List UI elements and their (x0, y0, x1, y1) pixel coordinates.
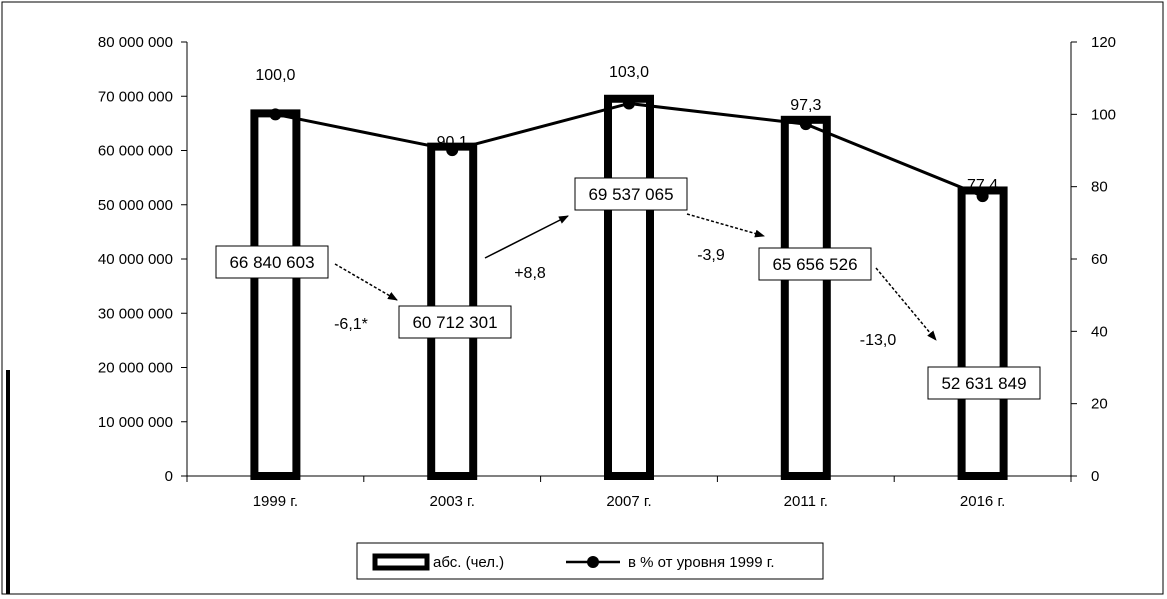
legend-line-label: в % от уровня 1999 г. (628, 554, 775, 571)
abs-value-label: 65 656 526 (772, 255, 857, 274)
right-axis-tick-label: 100 (1091, 106, 1116, 123)
percent-point (800, 118, 812, 130)
left-axis-tick-label: 60 000 000 (98, 143, 173, 160)
percent-point (623, 97, 635, 109)
right-axis-tick-label: 40 (1091, 323, 1108, 340)
abs-value-label: 60 712 301 (412, 313, 497, 332)
x-axis-tick-label: 2007 г. (606, 493, 651, 510)
legend-bar-swatch (375, 556, 427, 568)
percent-value-label: 77,4 (967, 177, 998, 194)
percent-point (269, 108, 281, 120)
legend-marker-swatch (587, 556, 599, 568)
bar-abs-population (608, 99, 650, 476)
change-label: -3,9 (697, 247, 725, 264)
left-axis-tick-label: 50 000 000 (98, 197, 173, 214)
percent-value-label: 103,0 (609, 64, 649, 81)
abs-value-label: 52 631 849 (941, 374, 1026, 393)
abs-value-label: 69 537 065 (588, 185, 673, 204)
legend: абс. (чел.) в % от уровня 1999 г. (357, 543, 823, 579)
right-axis-tick-label: 60 (1091, 251, 1108, 268)
left-axis-tick-label: 80 000 000 (98, 34, 173, 51)
right-axis-tick-label: 120 (1091, 34, 1116, 51)
change-label: +8,8 (514, 265, 546, 282)
bar-abs-population (785, 120, 827, 476)
bar-abs-population (962, 190, 1004, 476)
right-axis-tick-label: 0 (1091, 468, 1099, 485)
x-axis-tick-label: 2016 г. (960, 493, 1005, 510)
change-label: -6,1* (334, 316, 368, 333)
abs-value-label: 66 840 603 (229, 253, 314, 272)
left-axis-tick-label: 30 000 000 (98, 305, 173, 322)
left-axis-tick-label: 0 (165, 468, 173, 485)
left-axis-tick-label: 70 000 000 (98, 88, 173, 105)
x-axis-tick-label: 1999 г. (253, 493, 298, 510)
x-axis-tick-label: 2003 г. (430, 493, 475, 510)
percent-value-label: 100,0 (255, 67, 295, 84)
left-axis-tick-label: 10 000 000 (98, 414, 173, 431)
percent-value-label: 90,1 (437, 134, 468, 151)
right-axis-tick-label: 20 (1091, 396, 1108, 413)
bar-abs-population (254, 113, 296, 476)
right-axis-tick-label: 80 (1091, 179, 1108, 196)
legend-bar-label: абс. (чел.) (433, 554, 504, 571)
percent-value-label: 97,3 (790, 97, 821, 114)
left-axis-tick-label: 20 000 000 (98, 360, 173, 377)
change-label: -13,0 (860, 332, 897, 349)
x-axis-tick-label: 2011 г. (784, 493, 828, 510)
left-axis-tick-label: 40 000 000 (98, 251, 173, 268)
